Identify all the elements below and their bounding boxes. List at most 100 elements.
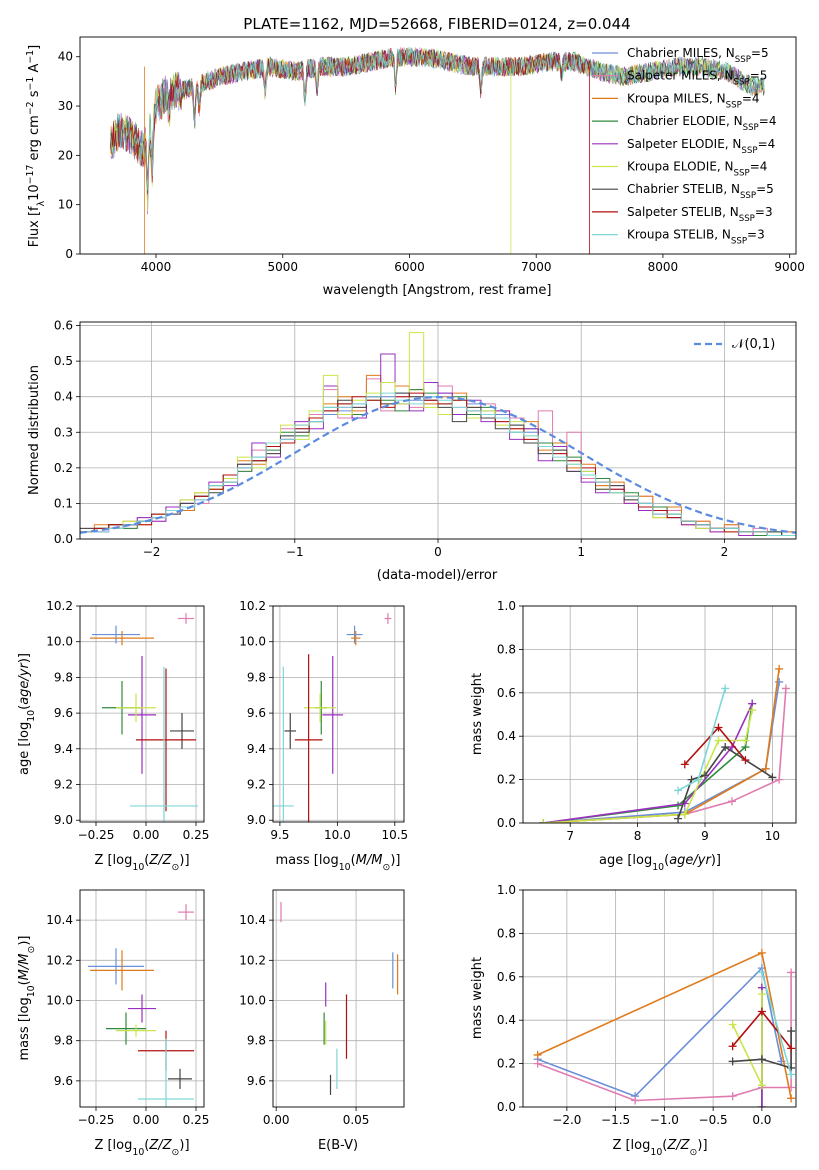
y-axis-label: mass [log10(M/M⊙)] — [17, 936, 37, 1061]
y-tick-label: 9.6 — [247, 706, 266, 720]
mass-weight-line-0 — [537, 966, 783, 1098]
histogram-series-7 — [80, 392, 796, 539]
mass-weight-line-7 — [684, 726, 747, 765]
marker — [631, 1096, 640, 1105]
panel-mass-vs-z: −0.25 0.00 0.25 9.6 9.8 10.0 10.2 10.4 — [46, 889, 209, 1127]
marker — [775, 677, 784, 686]
axes-frame — [522, 605, 797, 824]
mass-weight-line-8 — [761, 972, 792, 1075]
axes-frame — [79, 321, 797, 540]
y-tick-label: 0.4 — [497, 729, 516, 743]
axes-frame — [272, 889, 405, 1108]
marker — [768, 773, 777, 782]
marker — [674, 801, 683, 810]
y-tick-label: 10.0 — [46, 994, 73, 1008]
x-tick-label: 0 — [434, 545, 442, 559]
marker — [787, 1044, 796, 1053]
legend-label: Chabrier MILES, NSSP=5 — [627, 46, 769, 65]
y-tick-label: 9.4 — [54, 742, 73, 756]
marker — [714, 736, 723, 745]
y-tick-label: 9.8 — [247, 1034, 266, 1048]
marker — [757, 968, 766, 977]
y-tick-label: 0.6 — [497, 686, 516, 700]
marker — [721, 743, 730, 752]
x-tick-label: 10 — [765, 829, 780, 843]
y-tick-label: 9.6 — [247, 1074, 266, 1088]
mass-weight-line-5 — [731, 994, 763, 1086]
x-tick-label: 10.5 — [381, 828, 408, 842]
x-tick-label: −2 — [143, 545, 161, 559]
y-tick-label: 30 — [58, 99, 73, 113]
legend-label: Chabrier STELIB, NSSP=5 — [627, 182, 774, 201]
normal-curve — [80, 395, 796, 534]
marker — [714, 723, 723, 732]
y-axis-label: Normed distribution — [27, 365, 42, 495]
y-tick-label: 0.1 — [54, 496, 73, 510]
x-tick-label: 8000 — [648, 260, 679, 274]
y-tick-label: 9.8 — [247, 670, 266, 684]
plot-area — [280, 902, 399, 1095]
plot-area — [90, 613, 198, 822]
y-tick-label: 10.0 — [46, 635, 73, 649]
x-tick-label: 10.0 — [324, 828, 351, 842]
x-tick-label: −0.25 — [78, 1113, 115, 1127]
y-tick-label: 20 — [58, 148, 73, 162]
y-tick-label: 0.2 — [497, 1057, 516, 1071]
x-axis-label: (data-model)/error — [377, 568, 498, 583]
marker — [701, 771, 709, 780]
mass-weight-line-2 — [543, 668, 780, 823]
axes-frame — [79, 889, 205, 1108]
plot-area — [80, 332, 796, 539]
y-tick-label: 10.0 — [239, 635, 266, 649]
x-tick-label: −1 — [286, 545, 304, 559]
y-tick-label: 10.2 — [239, 953, 266, 967]
y-tick-label: 40 — [58, 50, 73, 64]
x-tick-label: 5000 — [267, 260, 298, 274]
marker — [787, 968, 796, 977]
marker — [787, 1070, 796, 1079]
y-tick-label: 10.4 — [46, 913, 73, 927]
marker — [781, 684, 790, 693]
panel-mass-vs-ebv: 0.00 0.05 9.6 9.8 10.0 10.2 10.4 — [239, 889, 405, 1127]
marker — [680, 760, 689, 769]
x-tick-label: −0.25 — [78, 828, 115, 842]
y-tick-label: 9.2 — [54, 778, 73, 792]
panel-massweight-vs-z: −2.0 −1.5 −1.0 −0.5 0.0 0.0 0.2 0.4 0.6 0.8 1.0 — [497, 883, 797, 1127]
marker — [674, 786, 683, 795]
legend: Chabrier MILES, NSSP=5 Salpeter MILES, NS… — [592, 46, 776, 247]
marker — [757, 1007, 766, 1016]
y-tick-label: 9.4 — [247, 742, 266, 756]
y-tick-label: 0.4 — [54, 390, 73, 404]
legend-label: Kroupa MILES, NSSP=4 — [627, 91, 760, 110]
marker — [757, 1081, 766, 1090]
y-axis-label: mass weight — [470, 673, 485, 755]
y-tick-label: 0.6 — [54, 319, 73, 333]
marker — [741, 756, 750, 765]
y-tick-label: 1.0 — [497, 599, 516, 613]
x-axis-label: Z [log10(Z/Z⊙)] — [94, 853, 189, 873]
marker — [728, 1057, 737, 1066]
spectrum-series-8 — [110, 47, 765, 191]
x-tick-label: 9 — [701, 829, 709, 843]
y-tick-label: 9.8 — [54, 1034, 73, 1048]
marker — [533, 1059, 542, 1068]
marker — [721, 684, 730, 693]
y-tick-label: 9.6 — [54, 1074, 73, 1088]
plot-area — [110, 47, 765, 254]
y-tick-label: 0.6 — [497, 970, 516, 984]
marker — [748, 706, 757, 715]
marker — [741, 736, 750, 745]
y-tick-label: 0.8 — [497, 926, 516, 940]
marker — [775, 664, 784, 673]
x-tick-label: 4000 — [141, 260, 172, 274]
panel-residuals: −2 −1 0 1 2 0.0 0.1 0.2 0.3 0.4 0.5 0.6 — [54, 319, 797, 559]
mass-weight-line-0 — [543, 681, 780, 823]
x-tick-label: −1.0 — [650, 1113, 679, 1127]
x-tick-label: 7000 — [521, 260, 552, 274]
histogram-series-8 — [80, 392, 796, 539]
legend-label: Salpeter STELIB, NSSP=3 — [627, 205, 773, 224]
x-tick-label: 0.0 — [752, 1113, 771, 1127]
y-tick-label: 0.0 — [497, 816, 516, 830]
x-tick-label: 0.05 — [343, 1113, 370, 1127]
y-tick-label: 0.2 — [497, 773, 516, 787]
